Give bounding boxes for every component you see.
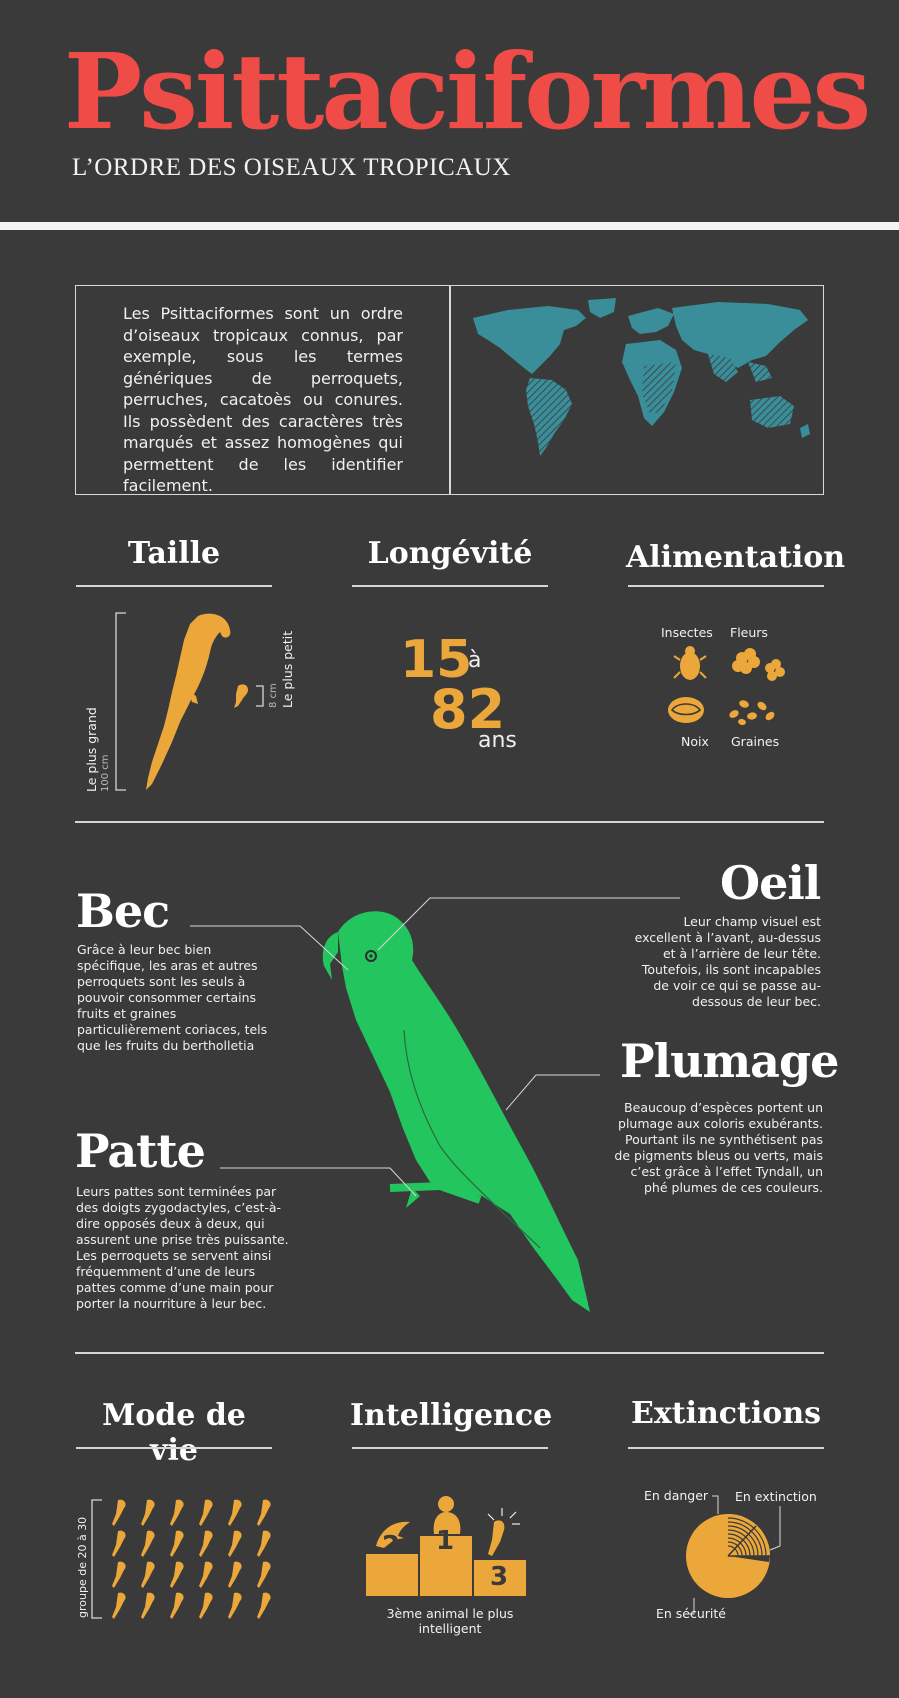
page-title: Psittaciformes	[64, 30, 871, 153]
podium-graphic	[366, 1496, 526, 1596]
longevite-underline	[352, 585, 548, 587]
bec-text: Grâce à leur bec bien spécifique, les ar…	[77, 942, 268, 1053]
longevite-connector: à	[468, 648, 482, 673]
flock-parrot-icon	[112, 1530, 126, 1557]
large-parrot-icon	[146, 613, 231, 790]
flock-parrot-icon	[112, 1561, 126, 1588]
extinctions-underline	[628, 1447, 824, 1449]
podium-third	[474, 1560, 526, 1596]
walnut-icon	[668, 697, 704, 723]
oeil-text: Leur champ visuel est excellent à l’avan…	[634, 914, 821, 1009]
intelligence-underline	[352, 1447, 548, 1449]
patte-text: Leurs pattes sont terminées par des doig…	[76, 1184, 289, 1311]
beetle-icon	[673, 646, 707, 680]
intro-divider	[449, 285, 451, 495]
flock-parrot-icon	[257, 1561, 271, 1588]
taille-title: Taille	[127, 536, 221, 571]
food-icons	[668, 646, 785, 726]
header-divider	[0, 222, 899, 230]
flock-parrot-icon	[228, 1499, 242, 1526]
flock-parrot-icon	[170, 1499, 184, 1526]
plumage-text: Beaucoup d’espèces portent un plumage au…	[614, 1100, 823, 1195]
sparkle-icon	[487, 1508, 520, 1525]
pie-extinction	[728, 1556, 770, 1562]
patte-leader-line	[220, 1167, 417, 1197]
food-noix-label: Noix	[681, 734, 709, 749]
podium-first	[420, 1536, 472, 1596]
chimpanzee-icon	[433, 1496, 461, 1534]
flowers-icon	[732, 648, 785, 681]
parrot-body-icon	[322, 911, 590, 1312]
longevite-min: 15	[400, 630, 473, 690]
flock-parrot-icon	[170, 1530, 184, 1557]
flock-parrot-icon	[228, 1530, 242, 1557]
flock-parrot-icon	[257, 1592, 271, 1619]
bec-title: Bec	[76, 884, 170, 938]
flock-parrot-icon	[170, 1561, 184, 1588]
small-parrot-icon	[234, 684, 248, 708]
flock-parrot-icon	[112, 1499, 126, 1526]
podium-label-1: 1	[435, 1526, 455, 1556]
dolphin-icon	[376, 1521, 410, 1548]
green-parrot-illustration	[190, 897, 680, 1312]
smallest-value: 8 cm	[268, 683, 279, 708]
taille-graphic	[115, 612, 264, 791]
plumage-title: Plumage	[620, 1034, 839, 1088]
flock-parrot-icon	[228, 1561, 242, 1588]
largest-value: 100 cm	[100, 754, 111, 792]
flock-parrot-icon	[257, 1530, 271, 1557]
podium-label-2: 2	[381, 1531, 401, 1561]
flock-parrot-icon	[170, 1592, 184, 1619]
food-fleurs-label: Fleurs	[730, 625, 768, 640]
flock-parrot-icon	[199, 1592, 213, 1619]
extinction-pie	[686, 1495, 781, 1615]
oeil-leader-line	[377, 897, 680, 951]
mode-de-vie-title: Mode de vie	[102, 1398, 246, 1468]
extinctions-title: Extinctions	[630, 1396, 822, 1431]
flock-parrot-icon	[141, 1499, 155, 1526]
food-insectes-label: Insectes	[661, 625, 713, 640]
longevite-title: Longévité	[367, 536, 533, 571]
taille-underline	[76, 585, 272, 587]
flock-parrot-icon	[228, 1592, 242, 1619]
parrot-eye-icon	[365, 950, 377, 962]
extinction-extinction-label: En extinction	[735, 1489, 817, 1504]
mode-de-vie-underline	[76, 1447, 272, 1449]
flock-parrot-icon	[141, 1592, 155, 1619]
flock-parrot-icon	[257, 1499, 271, 1526]
flock-parrot-icon	[199, 1530, 213, 1557]
seeds-icon	[729, 700, 775, 726]
extinction-danger-label: En danger	[644, 1488, 709, 1503]
plumage-leader-line	[505, 1074, 600, 1111]
food-graines-label: Graines	[731, 734, 780, 749]
alimentation-title: Alimentation	[626, 540, 846, 575]
flock-graphic	[91, 1499, 271, 1619]
oeil-title: Oeil	[720, 856, 821, 910]
longevite-unit: ans	[478, 728, 517, 753]
flock-parrot-icon	[141, 1561, 155, 1588]
intelligence-title: Intelligence	[350, 1398, 553, 1433]
smallest-label: Le plus petit	[280, 630, 295, 708]
podium-second	[366, 1554, 418, 1596]
flock-parrot-icon	[112, 1592, 126, 1619]
parrot-small-icon	[488, 1520, 505, 1556]
flock-parrot-icon	[199, 1499, 213, 1526]
flock-parrot-icon	[141, 1530, 155, 1557]
extinction-securite-label: En sécurité	[656, 1606, 726, 1621]
alimentation-underline	[628, 585, 824, 587]
section-divider-1	[75, 821, 824, 823]
flock-label: groupe de 20 à 30	[76, 1516, 89, 1618]
world-map-icon	[473, 298, 810, 456]
parrot-perch-icon	[389, 1181, 482, 1204]
flock-parrot-icon	[199, 1561, 213, 1588]
patte-title: Patte	[75, 1124, 206, 1178]
podium-label-3: 3	[489, 1562, 509, 1592]
bec-leader-line	[190, 925, 349, 971]
page-subtitle: L’ORDRE DES OISEAUX TROPICAUX	[72, 154, 511, 181]
largest-label: Le plus grand	[84, 707, 99, 792]
section-divider-2	[75, 1352, 824, 1354]
intelligence-caption: 3ème animal le plus intelligent	[386, 1606, 514, 1636]
longevite-max: 82	[430, 678, 506, 741]
intro-text: Les Psittaciformes sont un ordre d’oisea…	[123, 304, 403, 495]
